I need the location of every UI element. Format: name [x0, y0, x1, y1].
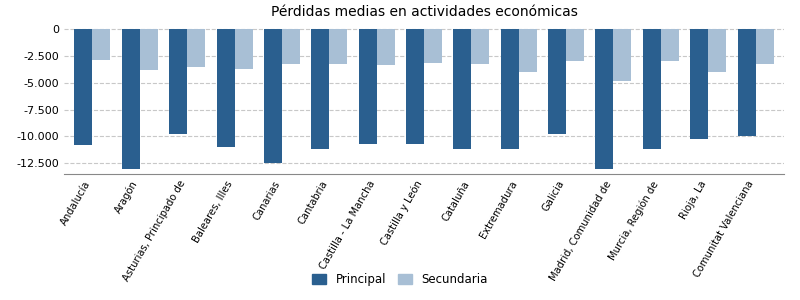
Bar [234, 29, 253, 69]
Title: Pérdidas medias en actividades económicas: Pérdidas medias en actividades económica… [270, 5, 578, 19]
Bar [282, 29, 300, 64]
Bar [471, 29, 490, 64]
Bar [690, 29, 708, 139]
Bar [755, 29, 774, 64]
Bar [708, 29, 726, 72]
Bar [264, 29, 282, 163]
Bar [74, 29, 93, 145]
Bar [140, 29, 158, 70]
Bar [187, 29, 205, 67]
Bar [169, 29, 187, 134]
Bar [566, 29, 584, 62]
Bar [548, 29, 566, 134]
Bar [501, 29, 518, 149]
Bar [643, 29, 661, 149]
Bar [518, 29, 537, 72]
Bar [122, 29, 140, 169]
Bar [311, 29, 330, 149]
Bar [330, 29, 347, 64]
Bar [406, 29, 424, 144]
Bar [661, 29, 679, 62]
Bar [93, 29, 110, 60]
Bar [595, 29, 614, 169]
Bar [454, 29, 471, 149]
Bar [738, 29, 755, 136]
Legend: Principal, Secundaria: Principal, Secundaria [307, 269, 493, 291]
Bar [424, 29, 442, 63]
Bar [358, 29, 377, 144]
Bar [614, 29, 631, 81]
Bar [217, 29, 234, 147]
Bar [377, 29, 394, 65]
